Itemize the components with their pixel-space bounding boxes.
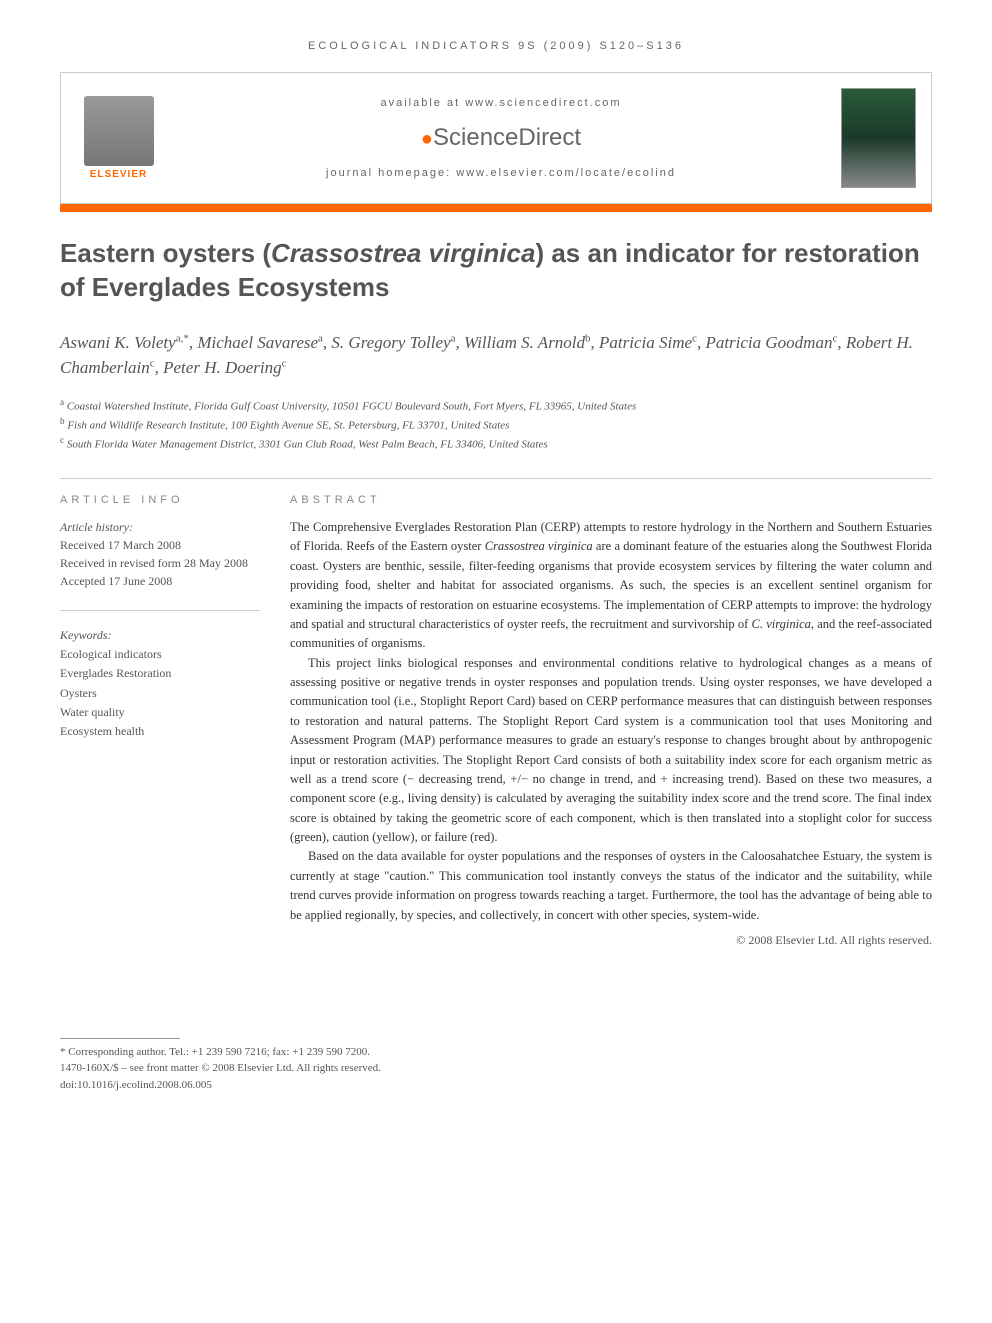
- author: Patricia Goodmanc: [705, 333, 837, 352]
- article-info-heading: ARTICLE INFO: [60, 494, 260, 506]
- abstract-text: The Comprehensive Everglades Restoration…: [290, 518, 932, 925]
- affiliations-list: a Coastal Watershed Institute, Florida G…: [60, 396, 932, 453]
- abstract-paragraph-1: The Comprehensive Everglades Restoration…: [290, 518, 932, 654]
- journal-cover-thumbnail: [841, 88, 916, 188]
- keyword-item: Ecosystem health: [60, 722, 260, 741]
- keyword-item: Ecological indicators: [60, 645, 260, 664]
- article-info-column: ARTICLE INFO Article history: Received 1…: [60, 494, 260, 948]
- author: Peter H. Doeringc: [163, 358, 286, 377]
- keyword-item: Everglades Restoration: [60, 664, 260, 683]
- revised-date: Received in revised form 28 May 2008: [60, 554, 260, 572]
- history-label: Article history:: [60, 518, 260, 536]
- abstract-column: ABSTRACT The Comprehensive Everglades Re…: [290, 494, 932, 948]
- sciencedirect-text: ScienceDirect: [433, 124, 581, 151]
- keywords-label: Keywords:: [60, 626, 260, 645]
- journal-homepage-text: journal homepage: www.elsevier.com/locat…: [161, 167, 841, 179]
- doi-line: doi:10.1016/j.ecolind.2008.06.005: [60, 1077, 932, 1094]
- article-history-block: Article history: Received 17 March 2008 …: [60, 518, 260, 590]
- publisher-banner: ELSEVIER available at www.sciencedirect.…: [60, 72, 932, 204]
- affiliation: b Fish and Wildlife Research Institute, …: [60, 415, 932, 434]
- sciencedirect-icon: ●: [421, 128, 433, 150]
- affiliation: c South Florida Water Management Distric…: [60, 434, 932, 453]
- article-title: Eastern oysters (Crassostrea virginica) …: [60, 237, 932, 305]
- keywords-block: Keywords: Ecological indicatorsEverglade…: [60, 610, 260, 741]
- received-date: Received 17 March 2008: [60, 536, 260, 554]
- issn-line: 1470-160X/$ – see front matter © 2008 El…: [60, 1060, 932, 1077]
- abstract-paragraph-3: Based on the data available for oyster p…: [290, 847, 932, 925]
- abstract-paragraph-2: This project links biological responses …: [290, 654, 932, 848]
- sciencedirect-logo: ●ScienceDirect: [161, 124, 841, 152]
- copyright-line: © 2008 Elsevier Ltd. All rights reserved…: [290, 933, 932, 948]
- author: William S. Arnoldb: [464, 333, 591, 352]
- author: S. Gregory Tolleya: [331, 333, 455, 352]
- author: Aswani K. Voletya,*: [60, 333, 189, 352]
- accepted-date: Accepted 17 June 2008: [60, 572, 260, 590]
- keyword-item: Oysters: [60, 684, 260, 703]
- author: Patricia Simec: [599, 333, 697, 352]
- corresponding-author: * Corresponding author. Tel.: +1 239 590…: [60, 1044, 932, 1061]
- available-at-text: available at www.sciencedirect.com: [161, 97, 841, 109]
- author: Michael Savaresea: [197, 333, 323, 352]
- elsevier-logo: ELSEVIER: [76, 91, 161, 186]
- affiliation: a Coastal Watershed Institute, Florida G…: [60, 396, 932, 415]
- keyword-item: Water quality: [60, 703, 260, 722]
- footer-section: * Corresponding author. Tel.: +1 239 590…: [60, 1028, 932, 1094]
- elsevier-label: ELSEVIER: [90, 169, 147, 180]
- journal-citation-header: ECOLOGICAL INDICATORS 9S (2009) S120–S13…: [60, 40, 932, 52]
- elsevier-tree-icon: [84, 96, 154, 166]
- accent-divider-bar: [60, 204, 932, 212]
- content-columns: ARTICLE INFO Article history: Received 1…: [60, 494, 932, 948]
- abstract-heading: ABSTRACT: [290, 494, 932, 506]
- footer-divider: [60, 1038, 180, 1039]
- banner-center: available at www.sciencedirect.com ●Scie…: [161, 97, 841, 179]
- section-divider: [60, 478, 932, 479]
- authors-list: Aswani K. Voletya,*, Michael Savaresea, …: [60, 330, 932, 381]
